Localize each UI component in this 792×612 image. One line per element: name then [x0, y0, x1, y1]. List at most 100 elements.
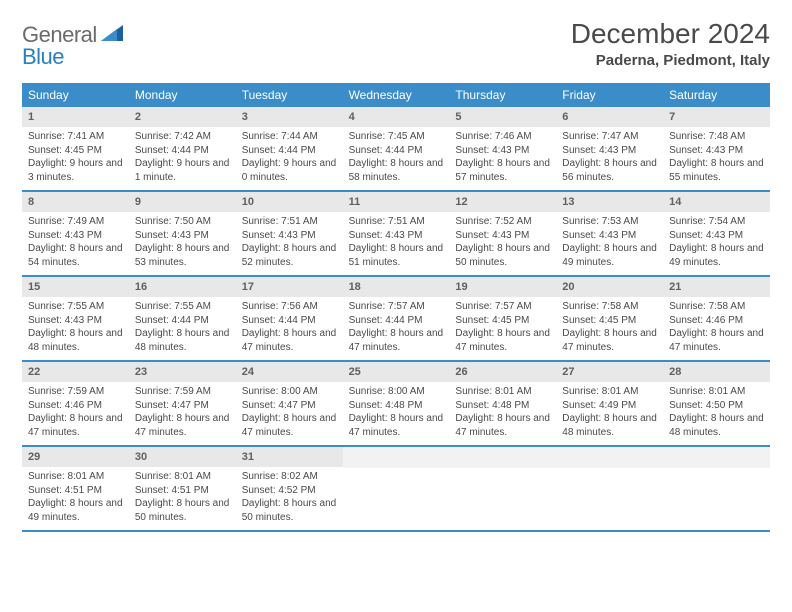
- day-body: Sunrise: 8:01 AMSunset: 4:51 PMDaylight:…: [129, 467, 236, 530]
- sunset-line: Sunset: 4:51 PM: [28, 484, 123, 498]
- sunset-line: Sunset: 4:44 PM: [349, 314, 444, 328]
- day-number: 11: [343, 192, 450, 212]
- sunset-line: Sunset: 4:43 PM: [455, 229, 550, 243]
- day-body: Sunrise: 8:01 AMSunset: 4:51 PMDaylight:…: [22, 467, 129, 530]
- day-cell: 11Sunrise: 7:51 AMSunset: 4:43 PMDayligh…: [343, 192, 450, 275]
- sunrise-line: Sunrise: 7:46 AM: [455, 130, 550, 144]
- day-cell: 7Sunrise: 7:48 AMSunset: 4:43 PMDaylight…: [663, 107, 770, 190]
- sunrise-line: Sunrise: 7:55 AM: [135, 300, 230, 314]
- sunset-line: Sunset: 4:44 PM: [135, 144, 230, 158]
- day-number: 13: [556, 192, 663, 212]
- day-body: Sunrise: 7:53 AMSunset: 4:43 PMDaylight:…: [556, 212, 663, 275]
- day-cell: 18Sunrise: 7:57 AMSunset: 4:44 PMDayligh…: [343, 277, 450, 360]
- daylight-line: Daylight: 8 hours and 50 minutes.: [455, 242, 550, 269]
- day-cell: 4Sunrise: 7:45 AMSunset: 4:44 PMDaylight…: [343, 107, 450, 190]
- daylight-line: Daylight: 8 hours and 58 minutes.: [349, 157, 444, 184]
- daylight-line: Daylight: 8 hours and 47 minutes.: [242, 412, 337, 439]
- day-cell: 23Sunrise: 7:59 AMSunset: 4:47 PMDayligh…: [129, 362, 236, 445]
- day-cell: 28Sunrise: 8:01 AMSunset: 4:50 PMDayligh…: [663, 362, 770, 445]
- sunset-line: Sunset: 4:44 PM: [242, 144, 337, 158]
- day-cell: 21Sunrise: 7:58 AMSunset: 4:46 PMDayligh…: [663, 277, 770, 360]
- day-body: Sunrise: 7:54 AMSunset: 4:43 PMDaylight:…: [663, 212, 770, 275]
- day-cell: [663, 447, 770, 530]
- weekday-header: Monday: [129, 83, 236, 107]
- day-number: 9: [129, 192, 236, 212]
- sunrise-line: Sunrise: 7:41 AM: [28, 130, 123, 144]
- sunrise-line: Sunrise: 8:02 AM: [242, 470, 337, 484]
- weekday-header: Saturday: [663, 83, 770, 107]
- day-cell: 29Sunrise: 8:01 AMSunset: 4:51 PMDayligh…: [22, 447, 129, 530]
- day-body: Sunrise: 7:57 AMSunset: 4:45 PMDaylight:…: [449, 297, 556, 360]
- sunrise-line: Sunrise: 7:50 AM: [135, 215, 230, 229]
- sunset-line: Sunset: 4:52 PM: [242, 484, 337, 498]
- daylight-line: Daylight: 8 hours and 57 minutes.: [455, 157, 550, 184]
- week-row: 29Sunrise: 8:01 AMSunset: 4:51 PMDayligh…: [22, 447, 770, 532]
- sunset-line: Sunset: 4:46 PM: [669, 314, 764, 328]
- daylight-line: Daylight: 8 hours and 49 minutes.: [562, 242, 657, 269]
- sunrise-line: Sunrise: 7:58 AM: [562, 300, 657, 314]
- sunset-line: Sunset: 4:43 PM: [669, 144, 764, 158]
- sunset-line: Sunset: 4:43 PM: [135, 229, 230, 243]
- daylight-line: Daylight: 9 hours and 1 minute.: [135, 157, 230, 184]
- day-body: Sunrise: 7:55 AMSunset: 4:44 PMDaylight:…: [129, 297, 236, 360]
- day-number: 26: [449, 362, 556, 382]
- day-number: 22: [22, 362, 129, 382]
- day-number: 23: [129, 362, 236, 382]
- day-number: 27: [556, 362, 663, 382]
- day-number: 25: [343, 362, 450, 382]
- sunrise-line: Sunrise: 7:56 AM: [242, 300, 337, 314]
- day-cell: 10Sunrise: 7:51 AMSunset: 4:43 PMDayligh…: [236, 192, 343, 275]
- day-body: Sunrise: 7:49 AMSunset: 4:43 PMDaylight:…: [22, 212, 129, 275]
- day-body: Sunrise: 7:48 AMSunset: 4:43 PMDaylight:…: [663, 127, 770, 190]
- day-cell: [556, 447, 663, 530]
- day-body: Sunrise: 8:00 AMSunset: 4:48 PMDaylight:…: [343, 382, 450, 445]
- weekday-header: Wednesday: [343, 83, 450, 107]
- day-body: Sunrise: 8:01 AMSunset: 4:49 PMDaylight:…: [556, 382, 663, 445]
- day-cell: 31Sunrise: 8:02 AMSunset: 4:52 PMDayligh…: [236, 447, 343, 530]
- empty-day-body: [556, 468, 663, 524]
- day-body: Sunrise: 7:51 AMSunset: 4:43 PMDaylight:…: [236, 212, 343, 275]
- daylight-line: Daylight: 9 hours and 0 minutes.: [242, 157, 337, 184]
- day-number: 29: [22, 447, 129, 467]
- day-cell: 2Sunrise: 7:42 AMSunset: 4:44 PMDaylight…: [129, 107, 236, 190]
- day-cell: 30Sunrise: 8:01 AMSunset: 4:51 PMDayligh…: [129, 447, 236, 530]
- day-cell: 6Sunrise: 7:47 AMSunset: 4:43 PMDaylight…: [556, 107, 663, 190]
- empty-day-header: [343, 447, 450, 468]
- empty-day-body: [343, 468, 450, 524]
- daylight-line: Daylight: 8 hours and 47 minutes.: [455, 412, 550, 439]
- sunset-line: Sunset: 4:46 PM: [28, 399, 123, 413]
- day-cell: 13Sunrise: 7:53 AMSunset: 4:43 PMDayligh…: [556, 192, 663, 275]
- daylight-line: Daylight: 8 hours and 47 minutes.: [562, 327, 657, 354]
- day-cell: 24Sunrise: 8:00 AMSunset: 4:47 PMDayligh…: [236, 362, 343, 445]
- sunrise-line: Sunrise: 7:48 AM: [669, 130, 764, 144]
- daylight-line: Daylight: 9 hours and 3 minutes.: [28, 157, 123, 184]
- day-body: Sunrise: 7:55 AMSunset: 4:43 PMDaylight:…: [22, 297, 129, 360]
- day-body: Sunrise: 8:02 AMSunset: 4:52 PMDaylight:…: [236, 467, 343, 530]
- sunset-line: Sunset: 4:45 PM: [562, 314, 657, 328]
- day-cell: [449, 447, 556, 530]
- sunset-line: Sunset: 4:43 PM: [242, 229, 337, 243]
- day-number: 8: [22, 192, 129, 212]
- day-number: 2: [129, 107, 236, 127]
- month-title: December 2024: [571, 18, 770, 50]
- day-number: 10: [236, 192, 343, 212]
- day-body: Sunrise: 8:01 AMSunset: 4:50 PMDaylight:…: [663, 382, 770, 445]
- day-cell: 1Sunrise: 7:41 AMSunset: 4:45 PMDaylight…: [22, 107, 129, 190]
- day-number: 16: [129, 277, 236, 297]
- daylight-line: Daylight: 8 hours and 55 minutes.: [669, 157, 764, 184]
- sunrise-line: Sunrise: 7:51 AM: [349, 215, 444, 229]
- day-cell: 16Sunrise: 7:55 AMSunset: 4:44 PMDayligh…: [129, 277, 236, 360]
- sunrise-line: Sunrise: 7:59 AM: [135, 385, 230, 399]
- sunset-line: Sunset: 4:43 PM: [28, 229, 123, 243]
- sunset-line: Sunset: 4:44 PM: [242, 314, 337, 328]
- day-body: Sunrise: 7:44 AMSunset: 4:44 PMDaylight:…: [236, 127, 343, 190]
- day-body: Sunrise: 7:58 AMSunset: 4:46 PMDaylight:…: [663, 297, 770, 360]
- day-body: Sunrise: 7:56 AMSunset: 4:44 PMDaylight:…: [236, 297, 343, 360]
- daylight-line: Daylight: 8 hours and 53 minutes.: [135, 242, 230, 269]
- day-cell: 27Sunrise: 8:01 AMSunset: 4:49 PMDayligh…: [556, 362, 663, 445]
- sunrise-line: Sunrise: 7:59 AM: [28, 385, 123, 399]
- sunrise-line: Sunrise: 7:53 AM: [562, 215, 657, 229]
- day-number: 1: [22, 107, 129, 127]
- sunrise-line: Sunrise: 8:01 AM: [562, 385, 657, 399]
- day-body: Sunrise: 7:47 AMSunset: 4:43 PMDaylight:…: [556, 127, 663, 190]
